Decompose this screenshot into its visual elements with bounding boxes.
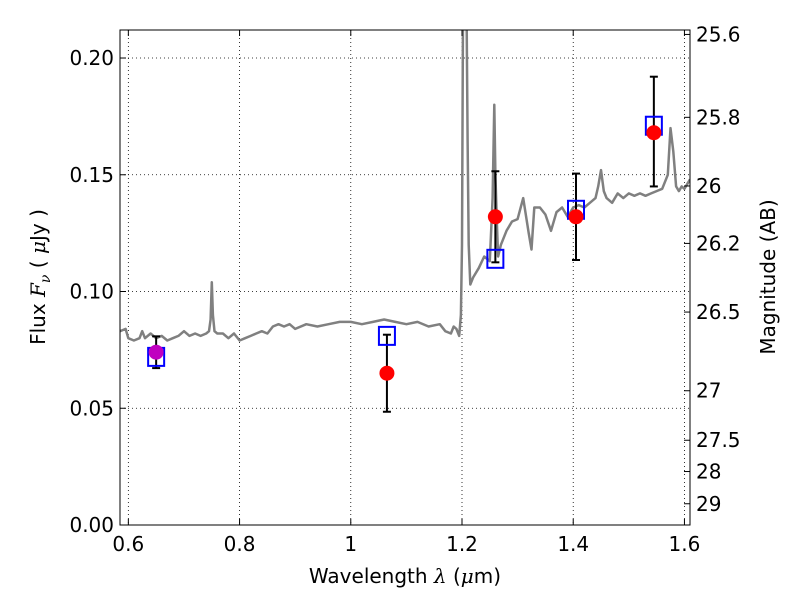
x-tick-label: 1.6	[669, 532, 701, 556]
y-tick-label: 0.15	[69, 163, 114, 187]
y2-tick-label: 26.5	[696, 300, 741, 324]
x-tick-label: 1.4	[557, 532, 589, 556]
y2-tick-label: 27	[696, 379, 721, 403]
y-axis-label: Flux Fν ( μJy )	[26, 209, 54, 345]
x-tick-label: 0.6	[112, 532, 144, 556]
model-square	[377, 325, 396, 346]
y2-tick-label: 26	[696, 174, 721, 198]
x-axis-label: Wavelength λ (μm)	[309, 564, 501, 588]
y2-tick-label: 29	[696, 492, 721, 516]
y-tick-label: 0.20	[69, 46, 114, 70]
x-tick-label: 1.2	[446, 532, 478, 556]
y2-tick-label: 26.2	[696, 231, 741, 255]
y-tick-label: 0.00	[69, 513, 114, 537]
model-square	[486, 248, 505, 269]
y2-tick-label: 27.5	[696, 428, 741, 452]
y-tick-label: 0.05	[69, 396, 114, 420]
y2-tick-label: 25.6	[696, 22, 741, 46]
observed-point	[148, 344, 164, 360]
y-tick-label: 0.10	[69, 280, 114, 304]
x-tick-label: 1	[344, 532, 357, 556]
observed-point	[568, 209, 584, 225]
y2-axis-label: Magnitude (AB)	[756, 199, 780, 354]
x-tick-label: 0.8	[224, 532, 256, 556]
observed-point	[487, 209, 503, 225]
y2-tick-label: 25.8	[696, 105, 741, 129]
spectrum-line	[120, 30, 690, 342]
observed-point	[646, 125, 662, 141]
plot-area	[120, 30, 690, 413]
grid	[120, 30, 690, 525]
axes: 0.6 0.8 1 1.2 1.4 1.6 0.00 0.05 0.10 0.15 0.20 25.6…	[69, 22, 740, 556]
observed-point	[379, 365, 395, 381]
y2-tick-label: 28	[696, 460, 721, 484]
plot-frame	[119, 29, 691, 526]
